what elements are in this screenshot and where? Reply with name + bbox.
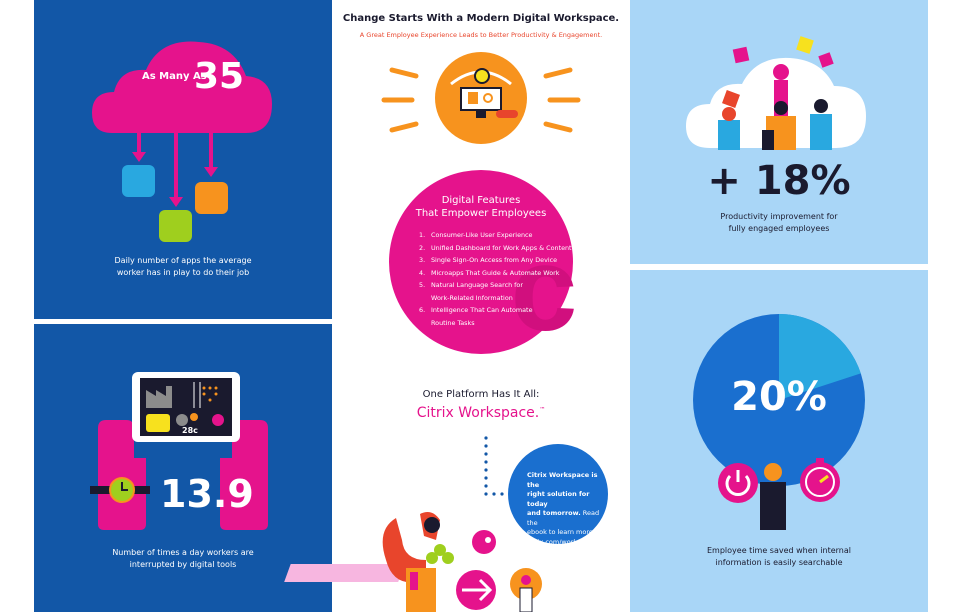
team-cloud-illustration bbox=[686, 36, 866, 150]
features-title-1: Digital Features bbox=[441, 195, 521, 206]
person-head-icon bbox=[764, 463, 782, 481]
time-saved-caption-1: Employee time saved when internal bbox=[707, 546, 851, 555]
center-title: Change Starts With a Modern Digital Work… bbox=[342, 13, 620, 24]
user-head-icon bbox=[474, 68, 490, 84]
trademark: ™ bbox=[539, 406, 546, 414]
features-title-2: That Empower Employees bbox=[415, 208, 547, 219]
productivity-caption-1: Productivity improvement for bbox=[720, 212, 838, 221]
list-item: 1. Consumer-Like User Experience bbox=[419, 231, 533, 239]
panel-apps: As Many As 35 Daily number of apps the a… bbox=[34, 0, 332, 319]
interruptions-number: 13.9 bbox=[160, 472, 254, 516]
app-icon-lime bbox=[159, 210, 192, 242]
info-callout-circle bbox=[508, 444, 608, 544]
tablet-hands-illustration bbox=[90, 372, 268, 530]
time-saved-number: 20% bbox=[731, 374, 827, 420]
sun-icon bbox=[190, 413, 198, 421]
panel-time-saved: 20% Employee time saved when internal in… bbox=[630, 270, 928, 612]
person-head-icon bbox=[774, 101, 788, 115]
person-head-icon bbox=[472, 530, 496, 554]
apps-number: 35 bbox=[194, 56, 245, 97]
umbrella-icon bbox=[176, 414, 188, 426]
list-item: 5. Natural Language Search for bbox=[419, 281, 523, 289]
person-head-icon bbox=[814, 99, 828, 113]
interruptions-caption-1: Number of times a day workers are bbox=[112, 548, 254, 557]
list-item: 4. Microapps That Guide & Automate Work bbox=[419, 268, 560, 277]
arrow-down-icon bbox=[132, 152, 146, 162]
list-item: 3. Single Sign-On Access from Any Device bbox=[419, 256, 558, 264]
arrow-down-icon bbox=[169, 197, 183, 207]
factory-icon bbox=[146, 386, 172, 408]
time-saved-pie-chart bbox=[693, 314, 865, 530]
weather-temperature: 28c bbox=[182, 426, 198, 435]
time-saved-caption-2: information is easily searchable bbox=[715, 558, 843, 567]
panel-interruptions: 28c 13.9 Number of times a day workers a… bbox=[34, 324, 332, 612]
panel-productivity: + 18% Productivity improvement for fully… bbox=[630, 0, 928, 264]
arrow-down-icon bbox=[204, 167, 218, 177]
left-arm-icon bbox=[98, 420, 146, 530]
list-item: 2. Unified Dashboard for Work Apps & Cont… bbox=[419, 243, 572, 252]
pie-slice-time-saved bbox=[779, 314, 861, 400]
platform-line: One Platform Has It All: bbox=[422, 389, 540, 400]
right-arm-icon bbox=[220, 420, 268, 530]
center-subtitle: A Great Employee Experience Leads to Bet… bbox=[359, 31, 603, 39]
apps-prefix: As Many As bbox=[142, 71, 207, 82]
workspace-sun-illustration: c bbox=[284, 52, 608, 612]
power-icon bbox=[718, 463, 758, 503]
list-item: Work-Related Information bbox=[431, 293, 513, 302]
list-item: Routine Tasks bbox=[431, 318, 475, 327]
person-head-icon bbox=[773, 64, 789, 80]
app-icon-blue bbox=[122, 165, 155, 197]
info-callout-text: Citrix Workspace is the right solution f… bbox=[527, 471, 600, 546]
productivity-number: + 18% bbox=[707, 158, 851, 204]
pin-icon bbox=[212, 414, 224, 426]
person-head-icon bbox=[722, 107, 736, 121]
cloud-icon bbox=[92, 41, 272, 242]
apps-caption-2: worker has in play to do their job bbox=[116, 268, 250, 277]
svg-text:c: c bbox=[511, 222, 578, 356]
product-name-wrapper: Citrix Workspace.™ bbox=[336, 405, 626, 421]
monitor-icon bbox=[460, 87, 502, 111]
productivity-caption-2: fully engaged employees bbox=[728, 224, 830, 233]
ebook-link[interactable]: citrix.com/workspace. bbox=[527, 537, 599, 546]
features-list: 1. Consumer-Like User Experience 2. Unifie… bbox=[419, 229, 579, 329]
interruptions-caption-2: interrupted by digital tools bbox=[129, 560, 237, 569]
app-icon-orange bbox=[195, 182, 228, 214]
features-circle bbox=[389, 170, 573, 354]
apps-caption-1: Daily number of apps the average bbox=[114, 256, 252, 265]
product-name[interactable]: Citrix Workspace. bbox=[416, 405, 540, 421]
list-item: 6. Intelligence That Can Automate bbox=[419, 306, 533, 314]
